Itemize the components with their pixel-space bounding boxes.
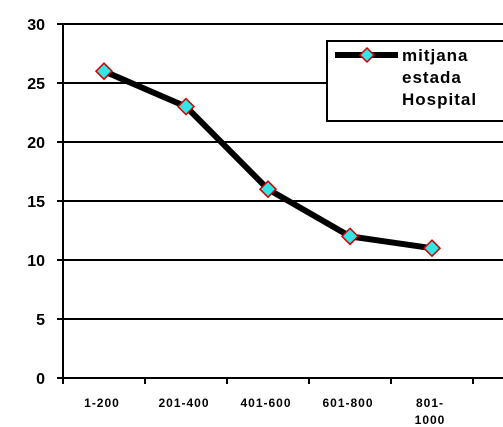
legend-marker-swatch (358, 46, 376, 64)
legend-label-line-1: estada (402, 68, 462, 87)
y-tick-label-30: 30 (27, 17, 45, 34)
x-axis-ticks: 1-200 201-400 401-600 601-800 801- 1000 (62, 378, 474, 427)
x-tick-label-0: 1-200 (84, 396, 120, 410)
x-tick-label-4-line-0: 801- (416, 396, 444, 410)
legend-box (326, 40, 503, 122)
legend: mitjana estada Hospital (326, 40, 503, 122)
x-tick-label-1: 201-400 (158, 396, 209, 410)
legend-label-line-0: mitjana (402, 46, 469, 65)
x-tick-label-2: 401-600 (240, 396, 291, 410)
y-tick-label-15: 15 (27, 194, 45, 211)
series-group (94, 62, 442, 258)
y-tick-label-25: 25 (27, 76, 45, 93)
data-point-401-600 (258, 180, 278, 199)
x-tick-label-4-line-1: 1000 (415, 413, 446, 427)
data-point-801-1000 (422, 239, 442, 258)
data-point-201-400 (176, 97, 196, 116)
y-tick-label-5: 5 (36, 312, 45, 329)
legend-label-line-2: Hospital (402, 90, 477, 109)
data-point-1-200 (94, 62, 114, 81)
y-axis-ticks: 0 5 10 15 20 25 30 (27, 17, 63, 388)
data-point-601-800 (340, 227, 360, 246)
y-tick-label-20: 20 (27, 135, 45, 152)
y-tick-label-10: 10 (27, 253, 45, 270)
x-tick-label-3: 601-800 (322, 396, 373, 410)
y-tick-label-0: 0 (36, 371, 45, 388)
